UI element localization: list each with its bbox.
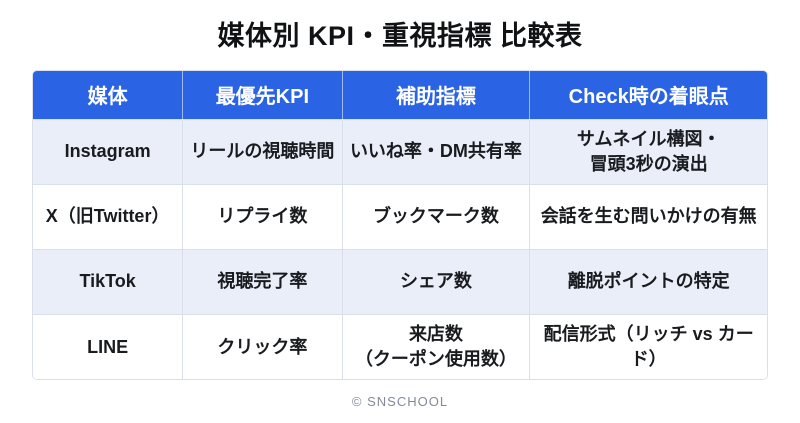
value-cell: いいね率・DM共有率 [341, 118, 530, 184]
value-cell: クリック率 [182, 313, 342, 379]
value-cell: 配信形式（リッチ vs カード） [529, 313, 767, 379]
platform-cell: TikTok [33, 248, 183, 314]
value-cell: シェア数 [341, 248, 530, 314]
table-row: Instagram リールの視聴時間 いいね率・DM共有率 サムネイル構図・ 冒頭3秒… [33, 118, 767, 184]
table-header-row: 媒体 最優先KPI 補助指標 Check時の着眼点 [33, 71, 767, 119]
comparison-table: 媒体 最優先KPI 補助指標 Check時の着眼点 Instagram リールの視聴時間… [33, 71, 767, 379]
column-header: Check時の着眼点 [529, 71, 767, 119]
copyright-text: © SNSCHOOL [351, 394, 449, 409]
column-header: 最優先KPI [182, 71, 342, 119]
value-cell: 視聴完了率 [182, 248, 342, 314]
value-cell: リールの視聴時間 [182, 118, 342, 184]
value-cell: リプライ数 [182, 183, 342, 249]
value-cell: 来店数 （クーポン使用数） [341, 313, 530, 379]
table-body: Instagram リールの視聴時間 いいね率・DM共有率 サムネイル構図・ 冒頭3秒… [33, 118, 767, 379]
value-cell: 会話を生む問いかけの有無 [529, 183, 767, 249]
kpi-comparison-table: 媒体 最優先KPI 補助指標 Check時の着眼点 Instagram リールの視聴時間… [32, 70, 768, 380]
value-cell: 離脱ポイントの特定 [529, 248, 767, 314]
platform-cell: Instagram [33, 118, 183, 184]
table-row: X（旧Twitter） リプライ数 ブックマーク数 会話を生む問いかけの有無 [33, 183, 767, 249]
column-header: 補助指標 [341, 71, 530, 119]
table-header: 媒体 最優先KPI 補助指標 Check時の着眼点 [33, 71, 767, 119]
table-row: TikTok 視聴完了率 シェア数 離脱ポイントの特定 [33, 248, 767, 314]
platform-cell: LINE [33, 313, 183, 379]
value-cell: ブックマーク数 [341, 183, 530, 249]
page-title: 媒体別 KPI・重視指標 比較表 [217, 21, 583, 51]
column-header: 媒体 [33, 71, 183, 119]
platform-cell: X（旧Twitter） [33, 183, 183, 249]
table-row: LINE クリック率 来店数 （クーポン使用数） 配信形式（リッチ vs カード） [33, 313, 767, 379]
value-cell: サムネイル構図・ 冒頭3秒の演出 [529, 118, 767, 184]
